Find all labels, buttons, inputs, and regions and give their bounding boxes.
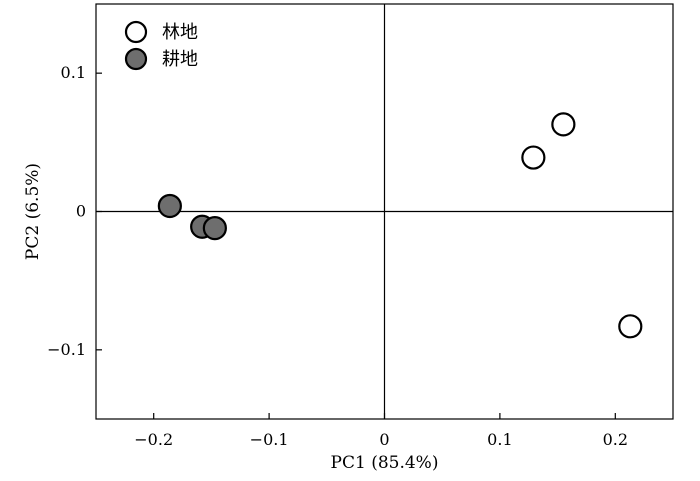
legend-label-1: 林地 bbox=[162, 22, 198, 43]
data-point-series-1 bbox=[618, 314, 643, 339]
data-point-series-2 bbox=[202, 216, 227, 241]
data-points bbox=[157, 112, 643, 339]
data-point-series-1 bbox=[551, 112, 576, 137]
data-point-series-1 bbox=[521, 145, 546, 170]
y-tick-label: 0.1 bbox=[61, 63, 86, 82]
reference-lines bbox=[96, 4, 673, 419]
x-tick-label: −0.1 bbox=[250, 430, 289, 449]
axis-ticks: −0.2 −0.1 0 0.1 0.2 0.1 0 −0.1 bbox=[47, 63, 628, 449]
y-tick-label: −0.1 bbox=[47, 340, 86, 359]
y-axis-label: PC2 (6.5%) bbox=[23, 163, 43, 260]
legend-marker-2 bbox=[124, 47, 148, 71]
x-tick-label: −0.2 bbox=[134, 430, 173, 449]
x-tick-label: 0.1 bbox=[487, 430, 512, 449]
y-tick-label: 0 bbox=[76, 202, 86, 221]
legend-marker-1 bbox=[124, 20, 148, 44]
data-point-series-2 bbox=[157, 193, 182, 219]
legend-label-2: 耕地 bbox=[162, 49, 198, 70]
x-tick-label: 0 bbox=[379, 430, 389, 449]
x-tick-label: 0.2 bbox=[603, 430, 628, 449]
x-axis-label: PC1 (85.4%) bbox=[331, 453, 439, 473]
